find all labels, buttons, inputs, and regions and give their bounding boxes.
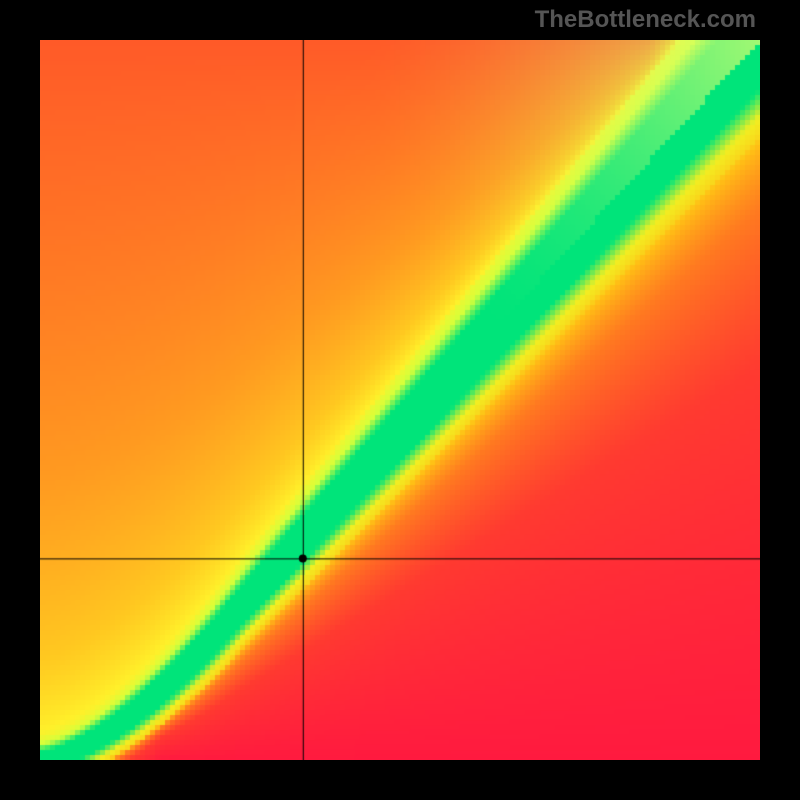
chart-container: TheBottleneck.com <box>0 0 800 800</box>
bottleneck-heatmap <box>40 40 760 760</box>
watermark-text: TheBottleneck.com <box>535 6 756 34</box>
